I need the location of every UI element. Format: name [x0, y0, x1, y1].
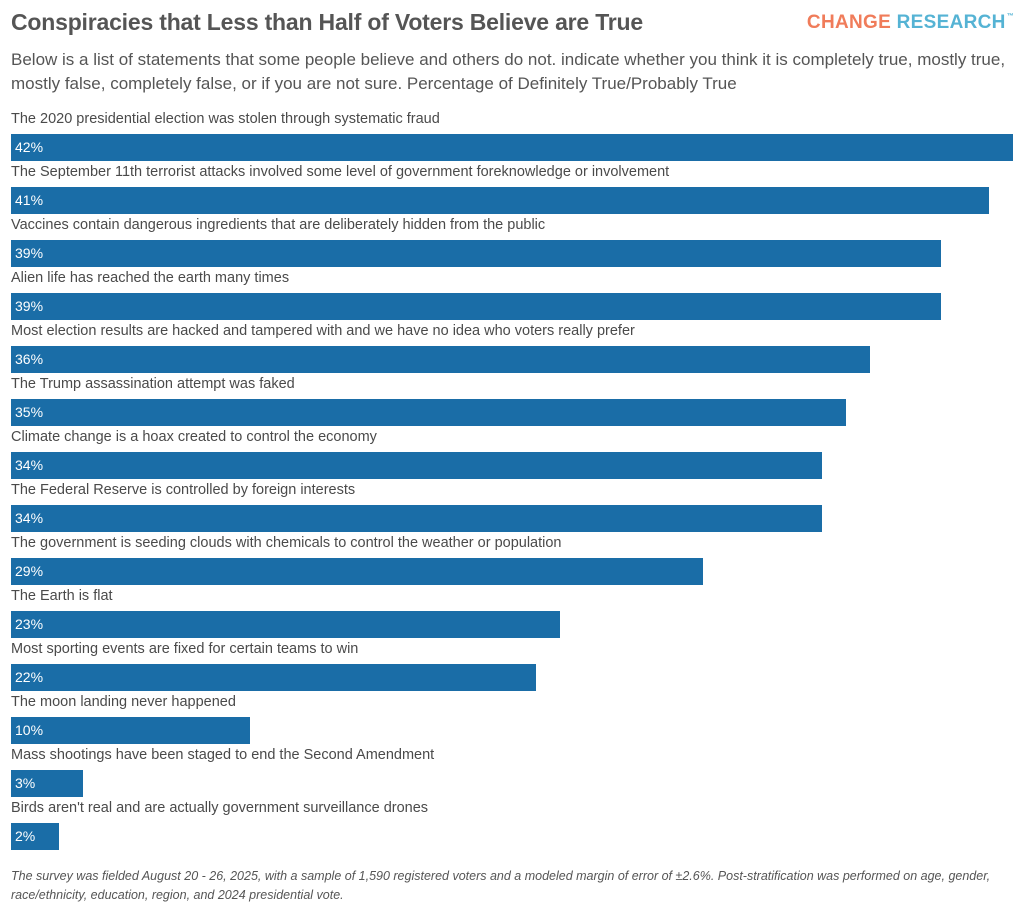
category-label: Vaccines contain dangerous ingredients t… — [11, 217, 546, 233]
bar: 41% — [11, 187, 990, 214]
bar: 23% — [11, 611, 560, 638]
category-label: Most sporting events are fixed for certa… — [11, 641, 359, 657]
bar-value-label: 39% — [15, 245, 44, 261]
bar: 34% — [11, 505, 823, 532]
chart-title: Conspiracies that Less than Half of Vote… — [11, 9, 643, 35]
bar-value-label: 36% — [15, 351, 44, 367]
category-label: Most election results are hacked and tam… — [11, 323, 635, 339]
bar-value-label: 35% — [15, 404, 44, 420]
category-label: The Trump assassination attempt was fake… — [11, 376, 295, 392]
bar-value-label: 22% — [15, 669, 44, 685]
logo-word-research: RESEARCH — [896, 12, 1006, 33]
bar-value-label: 10% — [15, 722, 44, 738]
logo-trademark: ™ — [1006, 13, 1014, 20]
bar: 22% — [11, 664, 536, 691]
category-label: The Earth is flat — [11, 588, 113, 604]
bar-value-label: 42% — [15, 139, 44, 155]
survey-footnote: The survey was fielded August 20 - 26, 2… — [11, 869, 991, 902]
category-label: The 2020 presidential election was stole… — [11, 111, 440, 127]
chart-subtitle: Below is a list of statements that some … — [11, 50, 1006, 93]
bar-value-label: 39% — [15, 298, 44, 314]
bar-value-label: 2% — [15, 828, 36, 844]
bar: 10% — [11, 717, 250, 744]
category-label: The Federal Reserve is controlled by for… — [11, 482, 356, 498]
bar-value-label: 41% — [15, 192, 44, 208]
bar: 39% — [11, 293, 942, 320]
category-label: The moon landing never happened — [11, 694, 236, 710]
logo-word-change: CHANGE — [806, 12, 892, 33]
bar-value-label: 3% — [15, 775, 36, 791]
category-label: The government is seeding clouds with ch… — [11, 535, 562, 551]
bar-value-label: 34% — [15, 457, 44, 473]
bar: 39% — [11, 240, 942, 267]
category-label: The September 11th terrorist attacks inv… — [11, 164, 670, 180]
bar: 3% — [11, 770, 83, 797]
bar: 35% — [11, 399, 846, 426]
bar-value-label: 29% — [15, 563, 44, 579]
bar-value-label: 23% — [15, 616, 44, 632]
category-label: Climate change is a hoax created to cont… — [11, 429, 377, 445]
category-label: Mass shootings have been staged to end t… — [11, 747, 435, 763]
category-label: Birds aren't real and are actually gover… — [11, 800, 429, 816]
category-label: Alien life has reached the earth many ti… — [11, 270, 290, 286]
bar: 2% — [11, 823, 59, 850]
bar: 36% — [11, 346, 870, 373]
bar: 29% — [11, 558, 703, 585]
bar: 34% — [11, 452, 823, 479]
bar: 42% — [11, 134, 1013, 161]
change-research-logo: CHANGE RESEARCH™ — [807, 12, 1014, 34]
bar-value-label: 34% — [15, 510, 44, 526]
